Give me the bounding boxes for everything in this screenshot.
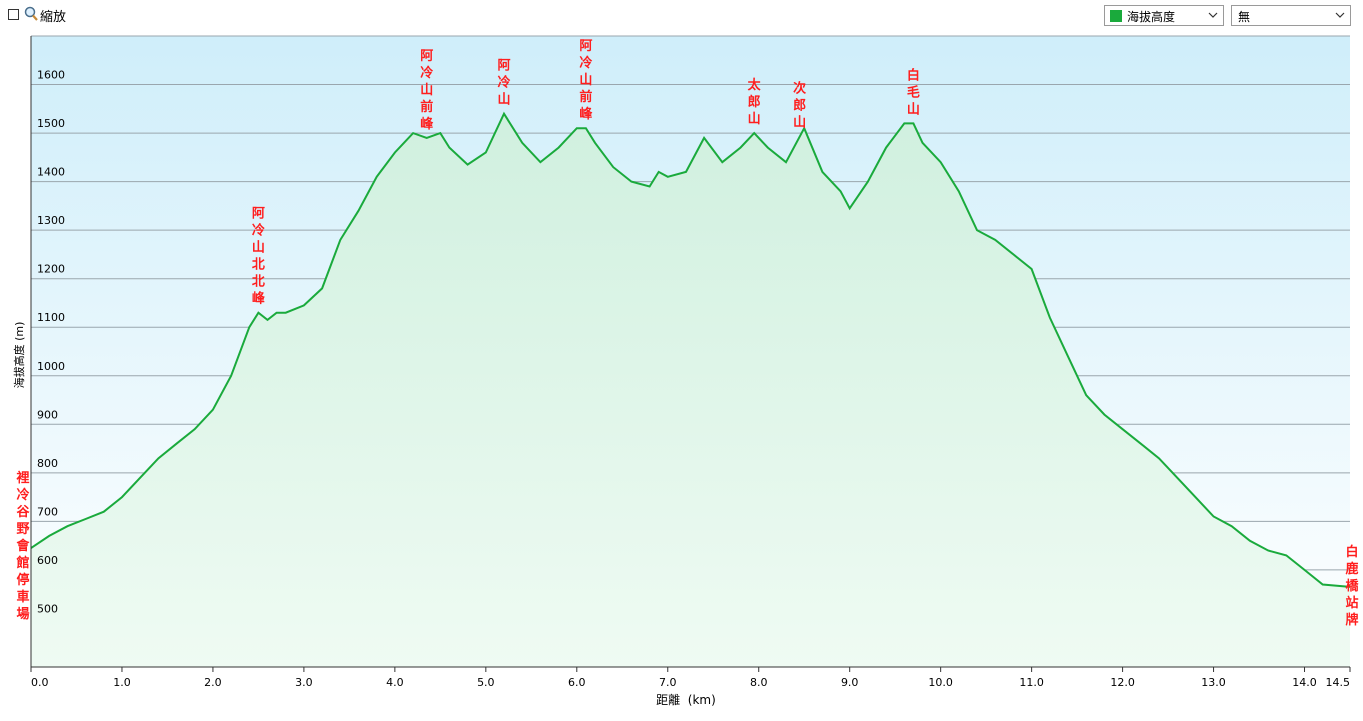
annotation-char: 郎 [793, 98, 806, 114]
elevation-chart: 0.0 1.0 2.0 3.0 4.0 5.0 6.0 7.0 8.0 9.0 10.0 11.0 12… [12, 35, 1359, 707]
x-tick-label: 14.0 [1292, 676, 1317, 689]
x-tick-label: 3.0 [295, 676, 313, 689]
y-tick-label: 700 [37, 505, 58, 518]
annotation-char: 峰 [579, 106, 593, 122]
annotation-char: 北 [252, 275, 265, 290]
magnifier-icon [24, 6, 38, 21]
x-tick-label: 11.0 [1019, 676, 1044, 689]
y-tick-label: 800 [37, 457, 58, 470]
series-select-value: 海拔高度 [1127, 10, 1176, 24]
annotation-char: 鹿 [1345, 561, 1358, 577]
annotation-char: 站 [1345, 595, 1358, 611]
peak-annotation: 次郎山 [793, 81, 806, 131]
annotation-char: 峰 [420, 116, 434, 132]
annotation-char: 阿 [579, 39, 592, 54]
annotation-char: 山 [498, 92, 511, 108]
y-tick-label: 1100 [37, 311, 65, 324]
annotation-char: 北 [252, 258, 265, 273]
annotation-char: 館 [16, 555, 29, 571]
annotation-char: 阿 [252, 207, 265, 222]
toolbar: 縮放 海拔高度 無 [0, 0, 1363, 32]
annotation-char: 白 [907, 67, 920, 83]
x-tick-label: 6.0 [568, 676, 586, 689]
annotation-char: 郎 [748, 94, 761, 110]
x-tick-label: 12.0 [1110, 676, 1135, 689]
x-axis-label: 距離 (km) [656, 693, 716, 707]
peak-annotation: 白毛山 [907, 67, 920, 117]
annotation-char: 會 [16, 538, 30, 554]
peak-annotation: 阿冷山 [498, 59, 511, 108]
y-tick-label: 900 [37, 408, 58, 421]
x-tick-label: 4.0 [386, 676, 404, 689]
annotations: 裡冷谷野會館停車場阿冷山北北峰阿冷山前峰阿冷山阿冷山前峰太郎山次郎山白毛山白鹿橋… [15, 39, 1359, 628]
y-tick-label: 1300 [37, 214, 65, 227]
overlay-select-value: 無 [1238, 10, 1251, 24]
x-tick-label: 13.0 [1201, 676, 1226, 689]
annotation-char: 阿 [498, 59, 511, 74]
annotation-char: 山 [793, 115, 806, 131]
annotation-char: 山 [907, 101, 920, 117]
annotation-char: 前 [420, 99, 433, 115]
y-axis-label: 海拔高度 (m) [12, 322, 26, 389]
series-select[interactable]: 海拔高度 [1104, 5, 1224, 26]
annotation-char: 太 [747, 77, 762, 93]
y-tick-label: 500 [37, 602, 58, 615]
elevation-area [31, 113, 1350, 667]
annotation-char: 停 [16, 572, 29, 588]
annotation-char: 峰 [252, 291, 266, 307]
annotation-char: 野 [16, 522, 29, 537]
peak-annotation: 太郎山 [747, 77, 762, 127]
annotation-char: 谷 [16, 504, 30, 520]
annotation-char: 場 [16, 606, 29, 622]
y-ticks: 500 600 700 800 900 1000 1100 1200 1300 1400 1500 1… [37, 69, 65, 616]
elevation-line [30, 111, 1351, 588]
annotation-char: 冷 [252, 223, 265, 239]
annotation-char: 白 [1345, 544, 1358, 560]
x-tick-label: 10.0 [928, 676, 953, 689]
chevron-down-icon [1208, 12, 1218, 18]
annotation-char: 山 [420, 82, 433, 98]
x-tick-label: 2.0 [204, 676, 222, 689]
y-tick-label: 600 [37, 554, 58, 567]
chevron-down-icon [1335, 12, 1345, 18]
x-tick-label: 7.0 [659, 676, 677, 689]
annotation-char: 冷 [579, 55, 592, 71]
annotation-char: 橋 [1345, 578, 1359, 594]
x-tick-label: 0.0 [31, 676, 49, 689]
x-ticks: 0.0 1.0 2.0 3.0 4.0 5.0 6.0 7.0 8.0 9.0 10.0 11.0 12… [30, 667, 1351, 689]
x-tick-label: 14.5 [1326, 676, 1351, 689]
annotation-char: 冷 [16, 487, 29, 503]
annotation-char: 冷 [420, 65, 433, 81]
annotation-char: 山 [252, 240, 265, 256]
annotation-char: 裡 [15, 470, 29, 486]
x-tick-label: 8.0 [750, 676, 768, 689]
x-tick-label: 9.0 [841, 676, 859, 689]
y-tick-label: 1200 [37, 263, 65, 276]
x-tick-label: 5.0 [477, 676, 495, 689]
series-color-swatch [1110, 10, 1122, 22]
annotation-char: 前 [579, 89, 592, 105]
overlay-select[interactable]: 無 [1231, 5, 1351, 26]
annotation-char: 冷 [498, 75, 511, 91]
x-tick-label: 1.0 [113, 676, 131, 689]
y-tick-label: 1400 [37, 166, 65, 179]
zoom-checkbox[interactable] [8, 9, 19, 20]
annotation-char: 山 [579, 72, 592, 88]
annotation-char: 毛 [907, 84, 920, 100]
annotation-char: 山 [748, 111, 761, 127]
y-tick-label: 1000 [37, 360, 65, 373]
annotation-char: 阿 [420, 49, 433, 64]
annotation-char: 車 [16, 589, 29, 605]
annotation-char: 牌 [1345, 612, 1358, 628]
y-tick-label: 1500 [37, 117, 65, 130]
zoom-label: 縮放 [40, 10, 67, 25]
y-tick-label: 1600 [37, 69, 65, 82]
annotation-char: 次 [793, 81, 806, 97]
